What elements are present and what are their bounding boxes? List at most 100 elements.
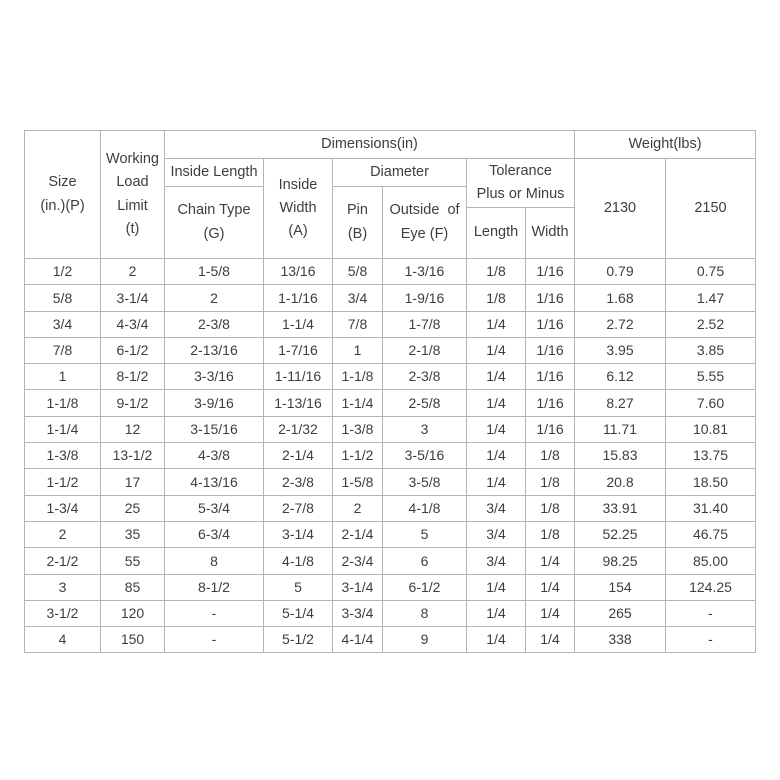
table-cell: - [164,599,264,628]
table-cell: 150 [100,626,165,654]
col-group-diameter: Diameter [332,158,467,187]
table-cell: 1-1/2 [332,442,383,470]
table-cell: 3-1/4 [100,284,165,312]
table-cell: 4-1/4 [332,626,383,654]
table-row: 3/4 4-3/4 2-3/8 1-1/4 7/8 1-7/8 1/4 1/16 2.72 2.5… [24,310,756,338]
table-cell: 1/4 [525,547,575,575]
table-cell: 1-1/16 [263,284,333,312]
table-cell: 1-3/8 [332,415,383,444]
table-cell: 18.50 [665,468,756,496]
table-cell: 1/16 [525,336,575,365]
table-cell: 3-5/8 [382,468,467,496]
table-cell: 31.40 [665,494,756,522]
table-cell: 8 [382,599,467,628]
table-cell: 1-1/4 [24,415,101,444]
table-cell: 4-13/16 [164,468,264,496]
table-cell: 1-11/16 [263,363,333,391]
table-cell: 3/4 [466,547,526,575]
table-cell: 5/8 [24,284,101,312]
table-cell: - [164,626,264,654]
table-cell: 1/4 [466,389,526,417]
table-cell: 1/4 [466,599,526,628]
table-cell: 1/8 [466,284,526,312]
table-cell: 2 [332,494,383,522]
table-cell: 2-13/16 [164,336,264,365]
table-cell: 25 [100,494,165,522]
table-row: 1-3/8 13-1/2 4-3/8 2-1/4 1-1/2 3-5/16 1/4 1/8 15… [24,442,756,470]
table-cell: 1/16 [525,389,575,417]
table-cell: 5 [263,573,333,601]
table-cell: 1/16 [525,284,575,312]
col-header-weight-2150: 2150 [665,158,756,259]
table-cell: 3-3/4 [332,599,383,628]
table-row: 1/2 2 1-5/8 13/16 5/8 1-3/16 1/8 1/16 0.79 0.75 [24,257,756,286]
table-row: 3 85 8-1/2 5 3-1/4 6-1/2 1/4 1/4 154 124.25 [24,573,756,601]
table-cell: 3.95 [574,336,666,365]
table-cell: 85 [100,573,165,601]
table-cell: 4-3/8 [164,442,264,470]
table-cell: 3-1/2 [24,599,101,628]
table-cell: 1.68 [574,284,666,312]
table-cell: 1/2 [24,257,101,286]
table-cell: 1/4 [525,626,575,654]
table-cell: 20.8 [574,468,666,496]
table-cell: 1/8 [525,520,575,549]
table-cell: 52.25 [574,520,666,549]
col-header-size: Size (in.)(P) [24,130,101,259]
table-cell: 46.75 [665,520,756,549]
table-cell: 13-1/2 [100,442,165,470]
table-cell: 5-1/2 [263,626,333,654]
table-cell: 1-1/4 [263,310,333,338]
table-cell: 1/4 [525,573,575,601]
table-cell: 1-3/8 [24,442,101,470]
table-cell: 1/8 [525,468,575,496]
table-cell: 6-1/2 [382,573,467,601]
table-cell: 1-3/4 [24,494,101,522]
table-cell: 1-5/8 [332,468,383,496]
table-cell: 1/16 [525,415,575,444]
table-row: 1-1/8 9-1/2 3-9/16 1-13/16 1-1/4 2-5/8 1/4 1/16… [24,389,756,417]
table-cell: 2 [24,520,101,549]
table-cell: 1/16 [525,310,575,338]
table-cell: 2.72 [574,310,666,338]
table-cell: 5 [382,520,467,549]
table-cell: 1 [332,336,383,365]
table-row: 4 150-5-1/2 4-1/4 9 1/4 1/4 338- [24,626,756,654]
spec-table: Size (in.)(P) Working Load Limit (t) Dim… [24,130,756,654]
table-cell: 2-1/2 [24,547,101,575]
table-cell: 1/16 [525,257,575,286]
table-row: 7/8 6-1/2 2-13/16 1-7/16 1 2-1/8 1/4 1/16 3.95 3.… [24,336,756,365]
table-cell: 1.47 [665,284,756,312]
table-cell: 5-1/4 [263,599,333,628]
table-cell: 4-1/8 [263,547,333,575]
table-cell: 1-1/8 [332,363,383,391]
table-cell: 2 [100,257,165,286]
table-cell: 3 [382,415,467,444]
table-row: 2-1/2 55 8 4-1/8 2-3/4 6 3/4 1/4 98.25 85.00 [24,547,756,575]
table-row: 1-1/2 17 4-13/16 2-3/8 1-5/8 3-5/8 1/4 1/8 20.8 1… [24,468,756,496]
col-header-tolerance-width: Width [525,207,575,259]
spec-table-container: Size (in.)(P) Working Load Limit (t) Dim… [24,130,756,654]
table-cell: 1/4 [466,626,526,654]
table-cell: 3/4 [24,310,101,338]
table-cell: 98.25 [574,547,666,575]
table-cell: 2-3/8 [164,310,264,338]
table-cell: 7/8 [24,336,101,365]
table-cell: 12 [100,415,165,444]
table-cell: 1-5/8 [164,257,264,286]
table-row: 1 8-1/2 3-3/16 1-11/16 1-1/8 2-3/8 1/4 1/16 6.12… [24,363,756,391]
table-cell: 0.75 [665,257,756,286]
table-cell: 2-3/8 [263,468,333,496]
table-cell: 3-1/4 [332,573,383,601]
table-cell: 2-1/4 [263,442,333,470]
table-cell: 11.71 [574,415,666,444]
col-header-pin: Pin (B) [332,186,383,259]
col-group-dimensions: Dimensions(in) [164,130,575,159]
table-cell: 3.85 [665,336,756,365]
table-cell: 3/4 [466,520,526,549]
col-header-outside-of-eye: Outside of Eye (F) [382,186,467,259]
table-cell: 1-1/8 [24,389,101,417]
table-cell: 7/8 [332,310,383,338]
table-cell: 2-5/8 [382,389,467,417]
